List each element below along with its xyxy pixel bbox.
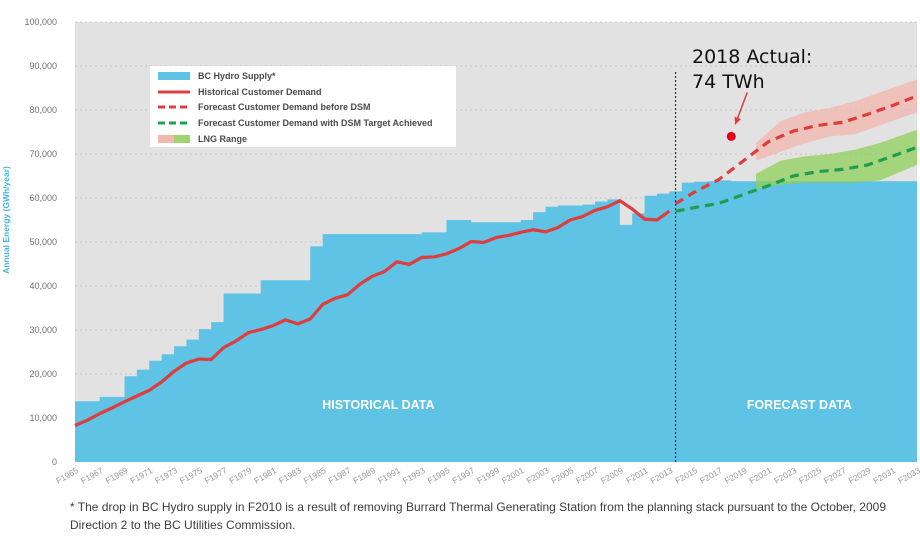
y-tick-label: 40,000 bbox=[29, 281, 57, 291]
x-tick-label: F1999 bbox=[475, 465, 501, 486]
annotation-line-1: 2018 Actual: bbox=[692, 46, 812, 68]
legend-swatch-lng-pink bbox=[158, 135, 174, 143]
region-label-forecast: FORECAST DATA bbox=[747, 398, 852, 412]
x-tick-label: F1985 bbox=[302, 465, 328, 486]
x-tick-label: F1989 bbox=[351, 465, 377, 486]
legend-label-historical: Historical Customer Demand bbox=[198, 87, 322, 97]
supply-area bbox=[75, 180, 920, 462]
y-tick-label: 50,000 bbox=[29, 237, 57, 247]
legend-swatch-supply bbox=[158, 72, 190, 80]
x-tick-label: F1995 bbox=[426, 465, 452, 486]
x-tick-label: F2031 bbox=[871, 465, 897, 486]
x-tick-label: F2027 bbox=[822, 465, 848, 486]
legend-label-forecast-dsm: Forecast Customer Demand with DSM Target… bbox=[198, 118, 433, 128]
y-tick-label: 90,000 bbox=[29, 61, 57, 71]
footnote: * The drop in BC Hydro supply in F2010 i… bbox=[70, 500, 886, 532]
x-tick-label: F2009 bbox=[599, 465, 625, 486]
x-tick-label: F2011 bbox=[624, 465, 650, 486]
annotation-2018: 2018 Actual: 74 TWh bbox=[692, 46, 812, 141]
legend-label-lng: LNG Range bbox=[198, 134, 247, 144]
y-tick-label: 10,000 bbox=[29, 413, 57, 423]
y-tick-label: 30,000 bbox=[29, 325, 57, 335]
historical-demand-line bbox=[74, 199, 671, 427]
y-axis-label: Annual Energy (GWh/year) bbox=[1, 166, 11, 274]
x-tick-label: F2025 bbox=[797, 465, 823, 486]
x-tick-label: F1981 bbox=[252, 465, 278, 486]
x-tick-label: F2023 bbox=[772, 465, 798, 486]
legend-label-forecast-before: Forecast Customer Demand before DSM bbox=[198, 102, 371, 112]
y-tick-label: 20,000 bbox=[29, 369, 57, 379]
x-tick-label: F2017 bbox=[698, 465, 724, 486]
y-tick-label: 80,000 bbox=[29, 105, 57, 115]
x-tick-label: F2033 bbox=[896, 465, 920, 486]
x-tick-label: F2015 bbox=[673, 465, 699, 486]
x-tick-label: F1983 bbox=[277, 465, 303, 486]
x-tick-label: F1965 bbox=[54, 465, 80, 486]
x-axis: F1965F1967F1969F1971F1973F1975F1977F1979… bbox=[54, 465, 920, 486]
x-tick-label: F1987 bbox=[327, 465, 353, 486]
annotation-arrowhead bbox=[734, 116, 741, 125]
chart: 0 10,000 20,000 30,000 40,000 50,000 60,000 70,… bbox=[1, 17, 920, 486]
annotation-point bbox=[726, 131, 736, 141]
forecast-demand-with-dsm-line bbox=[675, 145, 918, 213]
supply-area-group bbox=[75, 180, 920, 462]
x-tick-label: F2019 bbox=[723, 465, 749, 486]
demand-lines-group bbox=[74, 94, 918, 427]
y-axis: 0 10,000 20,000 30,000 40,000 50,000 60,000 70,… bbox=[24, 17, 57, 467]
x-tick-label: F2029 bbox=[847, 465, 873, 486]
x-tick-label: F2001 bbox=[500, 465, 526, 486]
x-tick-label: F1979 bbox=[227, 465, 253, 486]
x-tick-label: F1975 bbox=[178, 465, 204, 486]
x-tick-label: F1969 bbox=[104, 465, 130, 486]
y-tick-label: 60,000 bbox=[29, 193, 57, 203]
x-tick-label: F2013 bbox=[648, 465, 674, 486]
x-tick-label: F1997 bbox=[450, 465, 476, 486]
legend-label-supply: BC Hydro Supply* bbox=[198, 71, 276, 81]
x-tick-label: F1977 bbox=[203, 465, 229, 486]
x-tick-label: F2007 bbox=[574, 465, 600, 486]
y-tick-label: 100,000 bbox=[24, 17, 57, 27]
y-tick-label: 70,000 bbox=[29, 149, 57, 159]
forecast-demand-before-dsm-line bbox=[674, 94, 918, 206]
x-tick-label: F2021 bbox=[748, 465, 774, 486]
x-tick-label: F1967 bbox=[79, 465, 105, 486]
y-tick-label: 0 bbox=[52, 457, 57, 467]
legend-swatch-lng-green bbox=[174, 135, 190, 143]
x-tick-label: F1973 bbox=[153, 465, 179, 486]
x-tick-label: F1993 bbox=[401, 465, 427, 486]
lng-range-before-dsm bbox=[756, 79, 917, 161]
region-label-historical: HISTORICAL DATA bbox=[322, 398, 434, 412]
x-tick-label: F1971 bbox=[128, 465, 154, 486]
x-tick-label: F2003 bbox=[525, 465, 551, 486]
x-tick-label: F2005 bbox=[549, 465, 575, 486]
legend-box bbox=[150, 66, 456, 147]
legend: BC Hydro Supply* Historical Customer Dem… bbox=[150, 66, 456, 147]
annotation-line-2: 74 TWh bbox=[692, 71, 765, 93]
x-tick-label: F1991 bbox=[376, 465, 402, 486]
